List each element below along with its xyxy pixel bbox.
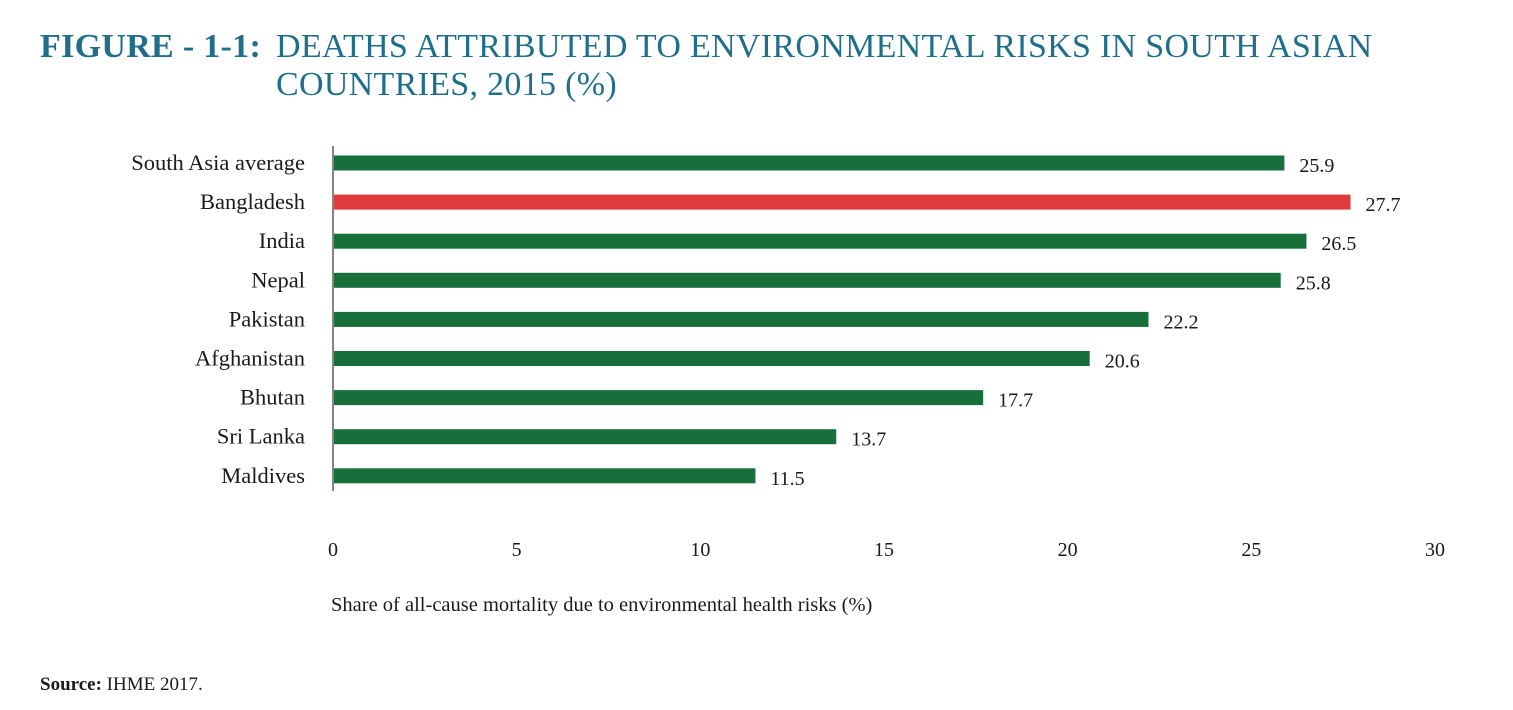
bar [334,351,1090,366]
x-tick-label: 10 [690,539,710,561]
category-label: Pakistan [229,306,305,331]
category-label: India [259,228,305,253]
category-label: Bangladesh [200,189,305,214]
bar [334,272,1281,288]
x-tick-label: 15 [874,539,894,561]
category-label: South Asia average [131,150,305,175]
category-label: Sri Lanka [217,424,305,449]
value-label: 25.8 [1296,272,1331,294]
category-label: Maldives [221,463,305,488]
category-label: Nepal [251,267,305,292]
value-label: 26.5 [1321,233,1356,255]
bar [334,429,837,445]
bar [334,311,1149,327]
bar [334,390,984,406]
x-tick-label: 0 [328,539,338,561]
source-text: IHME 2017. [106,674,203,695]
value-label: 13.7 [851,429,886,451]
category-label: Afghanistan [195,346,305,371]
bar [334,468,756,484]
bar-chart: South Asia average 25.9 Bangladesh 27.7 Indi… [131,146,1445,616]
value-label: 11.5 [770,468,804,490]
source-label: Source: [40,674,102,695]
bar [334,233,1307,249]
value-label: 27.7 [1366,194,1401,216]
value-label: 17.7 [998,390,1033,412]
bar [334,155,1285,171]
figure-label: FIGURE - 1-1: [40,28,262,65]
x-tick-label: 30 [1425,539,1445,561]
x-tick-label: 20 [1058,539,1078,561]
bar-highlight [334,194,1351,210]
value-label: 20.6 [1105,351,1140,373]
category-label: Bhutan [240,385,305,410]
x-axis-title: Share of all-cause mortality due to envi… [331,594,872,616]
figure-title-text: DEATHS ATTRIBUTED TO ENVIRONMENTAL RISKS… [276,28,1373,103]
source-note: Source: IHME 2017. [40,674,203,696]
x-tick-label: 25 [1241,539,1261,561]
x-tick-label: 5 [512,539,522,561]
value-label: 25.9 [1299,155,1334,177]
value-label: 22.2 [1163,311,1198,333]
